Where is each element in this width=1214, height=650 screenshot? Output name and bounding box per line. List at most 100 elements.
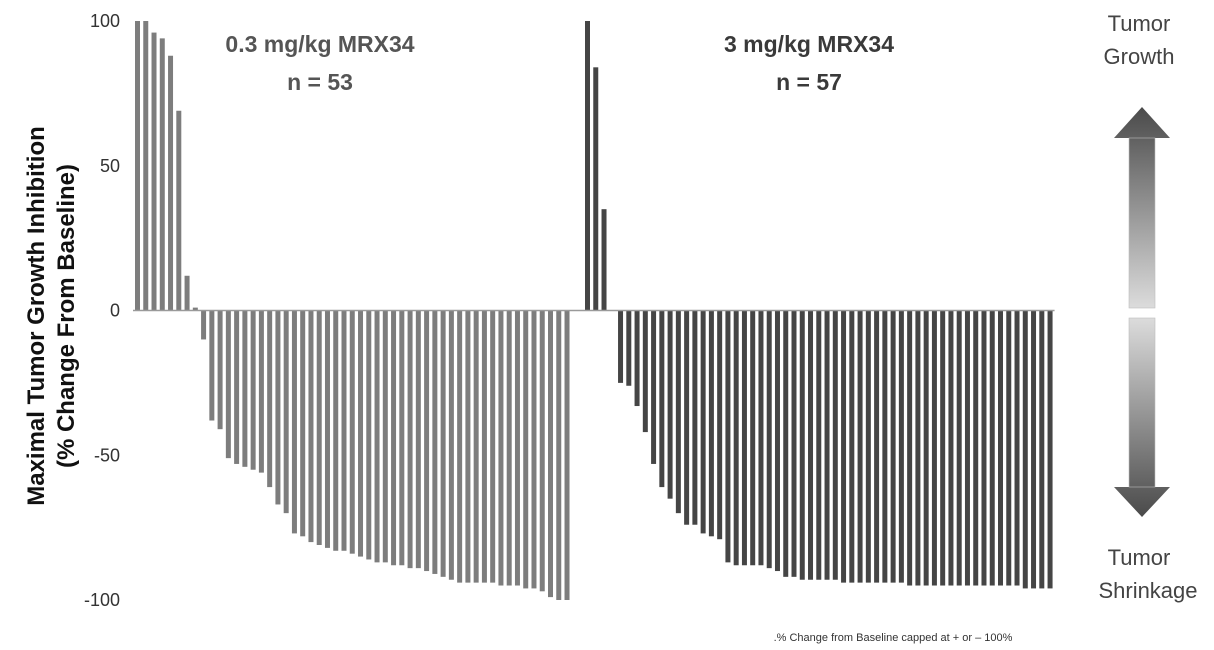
bar-group1 <box>448 310 454 580</box>
bar-group1 <box>275 310 281 505</box>
bar-group2 <box>841 310 847 583</box>
bar-group1 <box>176 110 182 311</box>
bar-group2 <box>659 310 665 488</box>
bar-group2 <box>634 310 640 407</box>
bar-group1 <box>184 275 190 311</box>
shrinkage-arrow-icon <box>1114 318 1170 517</box>
tumor-growth-label-line1: Tumor <box>1108 11 1171 36</box>
bar-group2 <box>667 310 673 499</box>
bar-group2 <box>700 310 706 534</box>
bar-group1 <box>539 310 545 592</box>
bar-group1 <box>291 310 297 534</box>
bar-group1 <box>382 310 388 563</box>
shrinkage-arrow-outline <box>1128 317 1156 488</box>
y-tick-label: 0 <box>110 301 120 321</box>
bar-group2 <box>865 310 871 583</box>
bar-group1 <box>258 310 264 473</box>
bar-group2 <box>923 310 929 586</box>
bar-group2 <box>931 310 937 586</box>
growth-arrow-outline <box>1128 137 1156 309</box>
bar-group1 <box>358 310 364 557</box>
bar-group1 <box>267 310 273 488</box>
group2-n-label: n = 57 <box>776 69 842 95</box>
group1-n-label: n = 53 <box>287 69 353 95</box>
y-tick-label: 50 <box>100 156 120 176</box>
bar-group2 <box>733 310 739 566</box>
growth-arrow-icon <box>1114 107 1170 308</box>
bar-group2 <box>849 310 855 583</box>
bar-group2 <box>816 310 822 580</box>
bar-group1 <box>473 310 479 583</box>
bar-group1 <box>506 310 512 586</box>
bar-group1 <box>151 32 157 311</box>
bar-group2 <box>1031 310 1037 589</box>
bar-group1 <box>481 310 487 583</box>
bar-group2 <box>717 310 723 540</box>
tumor-growth-label-line2: Growth <box>1104 44 1175 69</box>
bar-group1 <box>234 310 240 464</box>
bar-group1 <box>407 310 413 569</box>
bar-group1 <box>432 310 438 574</box>
bar-group2 <box>882 310 888 583</box>
bar-group2 <box>948 310 954 586</box>
bar-group1 <box>349 310 355 554</box>
bar-group1 <box>341 310 347 551</box>
bar-group1 <box>399 310 405 566</box>
bar-group1 <box>316 310 322 545</box>
bar-group2 <box>684 310 690 525</box>
y-axis-title-line2: (% Change From Baseline) <box>53 164 80 468</box>
bar-group2 <box>907 310 913 586</box>
y-tick-label: -50 <box>94 445 120 465</box>
bar-group1 <box>308 310 314 543</box>
bar-group2 <box>593 67 599 311</box>
bar-group2 <box>626 310 632 386</box>
bar-group1 <box>143 21 149 311</box>
group2-title: 3 mg/kg MRX34 <box>724 31 894 57</box>
y-tick-label: -100 <box>84 590 120 610</box>
y-tick-label: 100 <box>90 11 120 31</box>
bar-group1 <box>209 310 215 421</box>
bar-group2 <box>824 310 830 580</box>
bar-group2 <box>585 21 590 311</box>
bar-group2 <box>1039 310 1045 589</box>
bar-group2 <box>750 310 756 566</box>
bar-group2 <box>741 310 747 566</box>
bar-group2 <box>832 310 838 580</box>
bar-group2 <box>725 310 731 563</box>
bar-group2 <box>973 310 979 586</box>
bar-group2 <box>915 310 921 586</box>
bar-group2 <box>708 310 714 537</box>
tumor-shrinkage-label-line2: Shrinkage <box>1098 578 1197 603</box>
bar-group1 <box>374 310 380 563</box>
bar-group1 <box>242 310 248 467</box>
bar-group1 <box>391 310 397 566</box>
bar-group2 <box>808 310 814 580</box>
bar-group2 <box>981 310 987 586</box>
bar-group2 <box>989 310 995 586</box>
bar-group2 <box>940 310 946 586</box>
bar-group1 <box>250 310 256 470</box>
footnote: .% Change from Baseline capped at + or –… <box>774 632 1013 644</box>
group1-title: 0.3 mg/kg MRX34 <box>225 31 414 57</box>
bars-layer <box>135 21 1053 600</box>
bar-group2 <box>783 310 789 577</box>
bar-group1 <box>415 310 421 569</box>
bar-group2 <box>601 209 607 311</box>
bar-group2 <box>766 310 772 569</box>
bar-group1 <box>225 310 231 459</box>
y-axis-ticks: 100 50 0 -50 -100 <box>84 11 120 610</box>
bar-group1 <box>564 310 570 600</box>
bar-group1 <box>168 55 174 311</box>
bar-group2 <box>618 310 624 383</box>
bar-group2 <box>890 310 896 583</box>
bar-group1 <box>217 310 223 430</box>
bar-group2 <box>857 310 863 583</box>
bar-group1 <box>514 310 520 586</box>
bar-group1 <box>556 310 562 600</box>
bar-group2 <box>758 310 764 566</box>
bar-group1 <box>531 310 537 589</box>
bar-group1 <box>366 310 372 560</box>
bar-group1 <box>283 310 289 514</box>
bar-group2 <box>1014 310 1020 586</box>
